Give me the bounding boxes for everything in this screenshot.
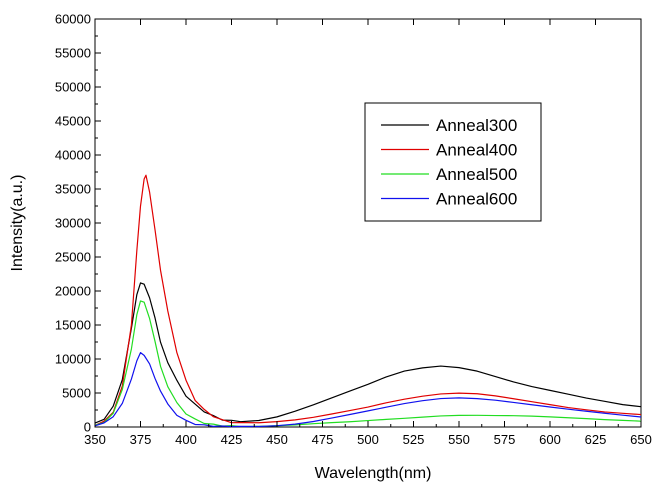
x-tick-label: 425 [221, 432, 243, 447]
legend-label-anneal500: Anneal500 [436, 165, 517, 184]
plot-frame [94, 18, 642, 428]
plot-area [94, 18, 642, 428]
x-axis-title: Wavelength(nm) [315, 465, 432, 482]
y-tick-label: 40000 [55, 148, 91, 163]
x-tick-label: 525 [403, 432, 425, 447]
x-tick-label: 450 [266, 432, 288, 447]
x-tick-label: 400 [175, 432, 197, 447]
legend-label-anneal600: Anneal600 [436, 190, 517, 209]
y-tick-label: 25000 [55, 250, 91, 265]
x-tick-label: 475 [312, 432, 334, 447]
x-tick-label: 600 [539, 432, 561, 447]
y-tick-label: 5000 [62, 386, 91, 401]
x-tick-label: 650 [630, 432, 652, 447]
series-line-anneal600 [94, 352, 642, 428]
y-axis-ticks: 0 5000 10000 15000 20000 25000 30000 35000 40000… [55, 12, 101, 435]
series-line-anneal400 [94, 174, 642, 426]
y-tick-label: 20000 [55, 284, 91, 299]
x-axis-ticks: 350 375 400 425 450 475 500 525 550 575 600 625 650 [84, 19, 652, 447]
legend: Anneal300 Anneal400 Anneal500 Anneal600 [364, 102, 542, 222]
series-lines [94, 174, 642, 428]
y-tick-label: 15000 [55, 318, 91, 333]
x-tick-label: 500 [357, 432, 379, 447]
legend-box [364, 102, 542, 222]
y-tick-label: 50000 [55, 80, 91, 95]
series-line-anneal300 [94, 282, 642, 424]
x-tick-label: 625 [585, 432, 607, 447]
y-axis-title: Intensity(a.u.) [9, 175, 26, 272]
y-tick-label: 60000 [55, 12, 91, 27]
y-tick-label: 30000 [55, 216, 91, 231]
x-tick-label: 375 [130, 432, 152, 447]
legend-label-anneal300: Anneal300 [436, 116, 517, 135]
y-tick-label: 10000 [55, 352, 91, 367]
y-tick-label: 55000 [55, 46, 91, 61]
x-tick-label: 350 [84, 432, 106, 447]
y-tick-label: 0 [84, 420, 91, 435]
y-tick-label: 45000 [55, 114, 91, 129]
x-tick-label: 550 [448, 432, 470, 447]
x-tick-label: 575 [494, 432, 516, 447]
y-tick-label: 35000 [55, 182, 91, 197]
legend-label-anneal400: Anneal400 [436, 141, 517, 160]
